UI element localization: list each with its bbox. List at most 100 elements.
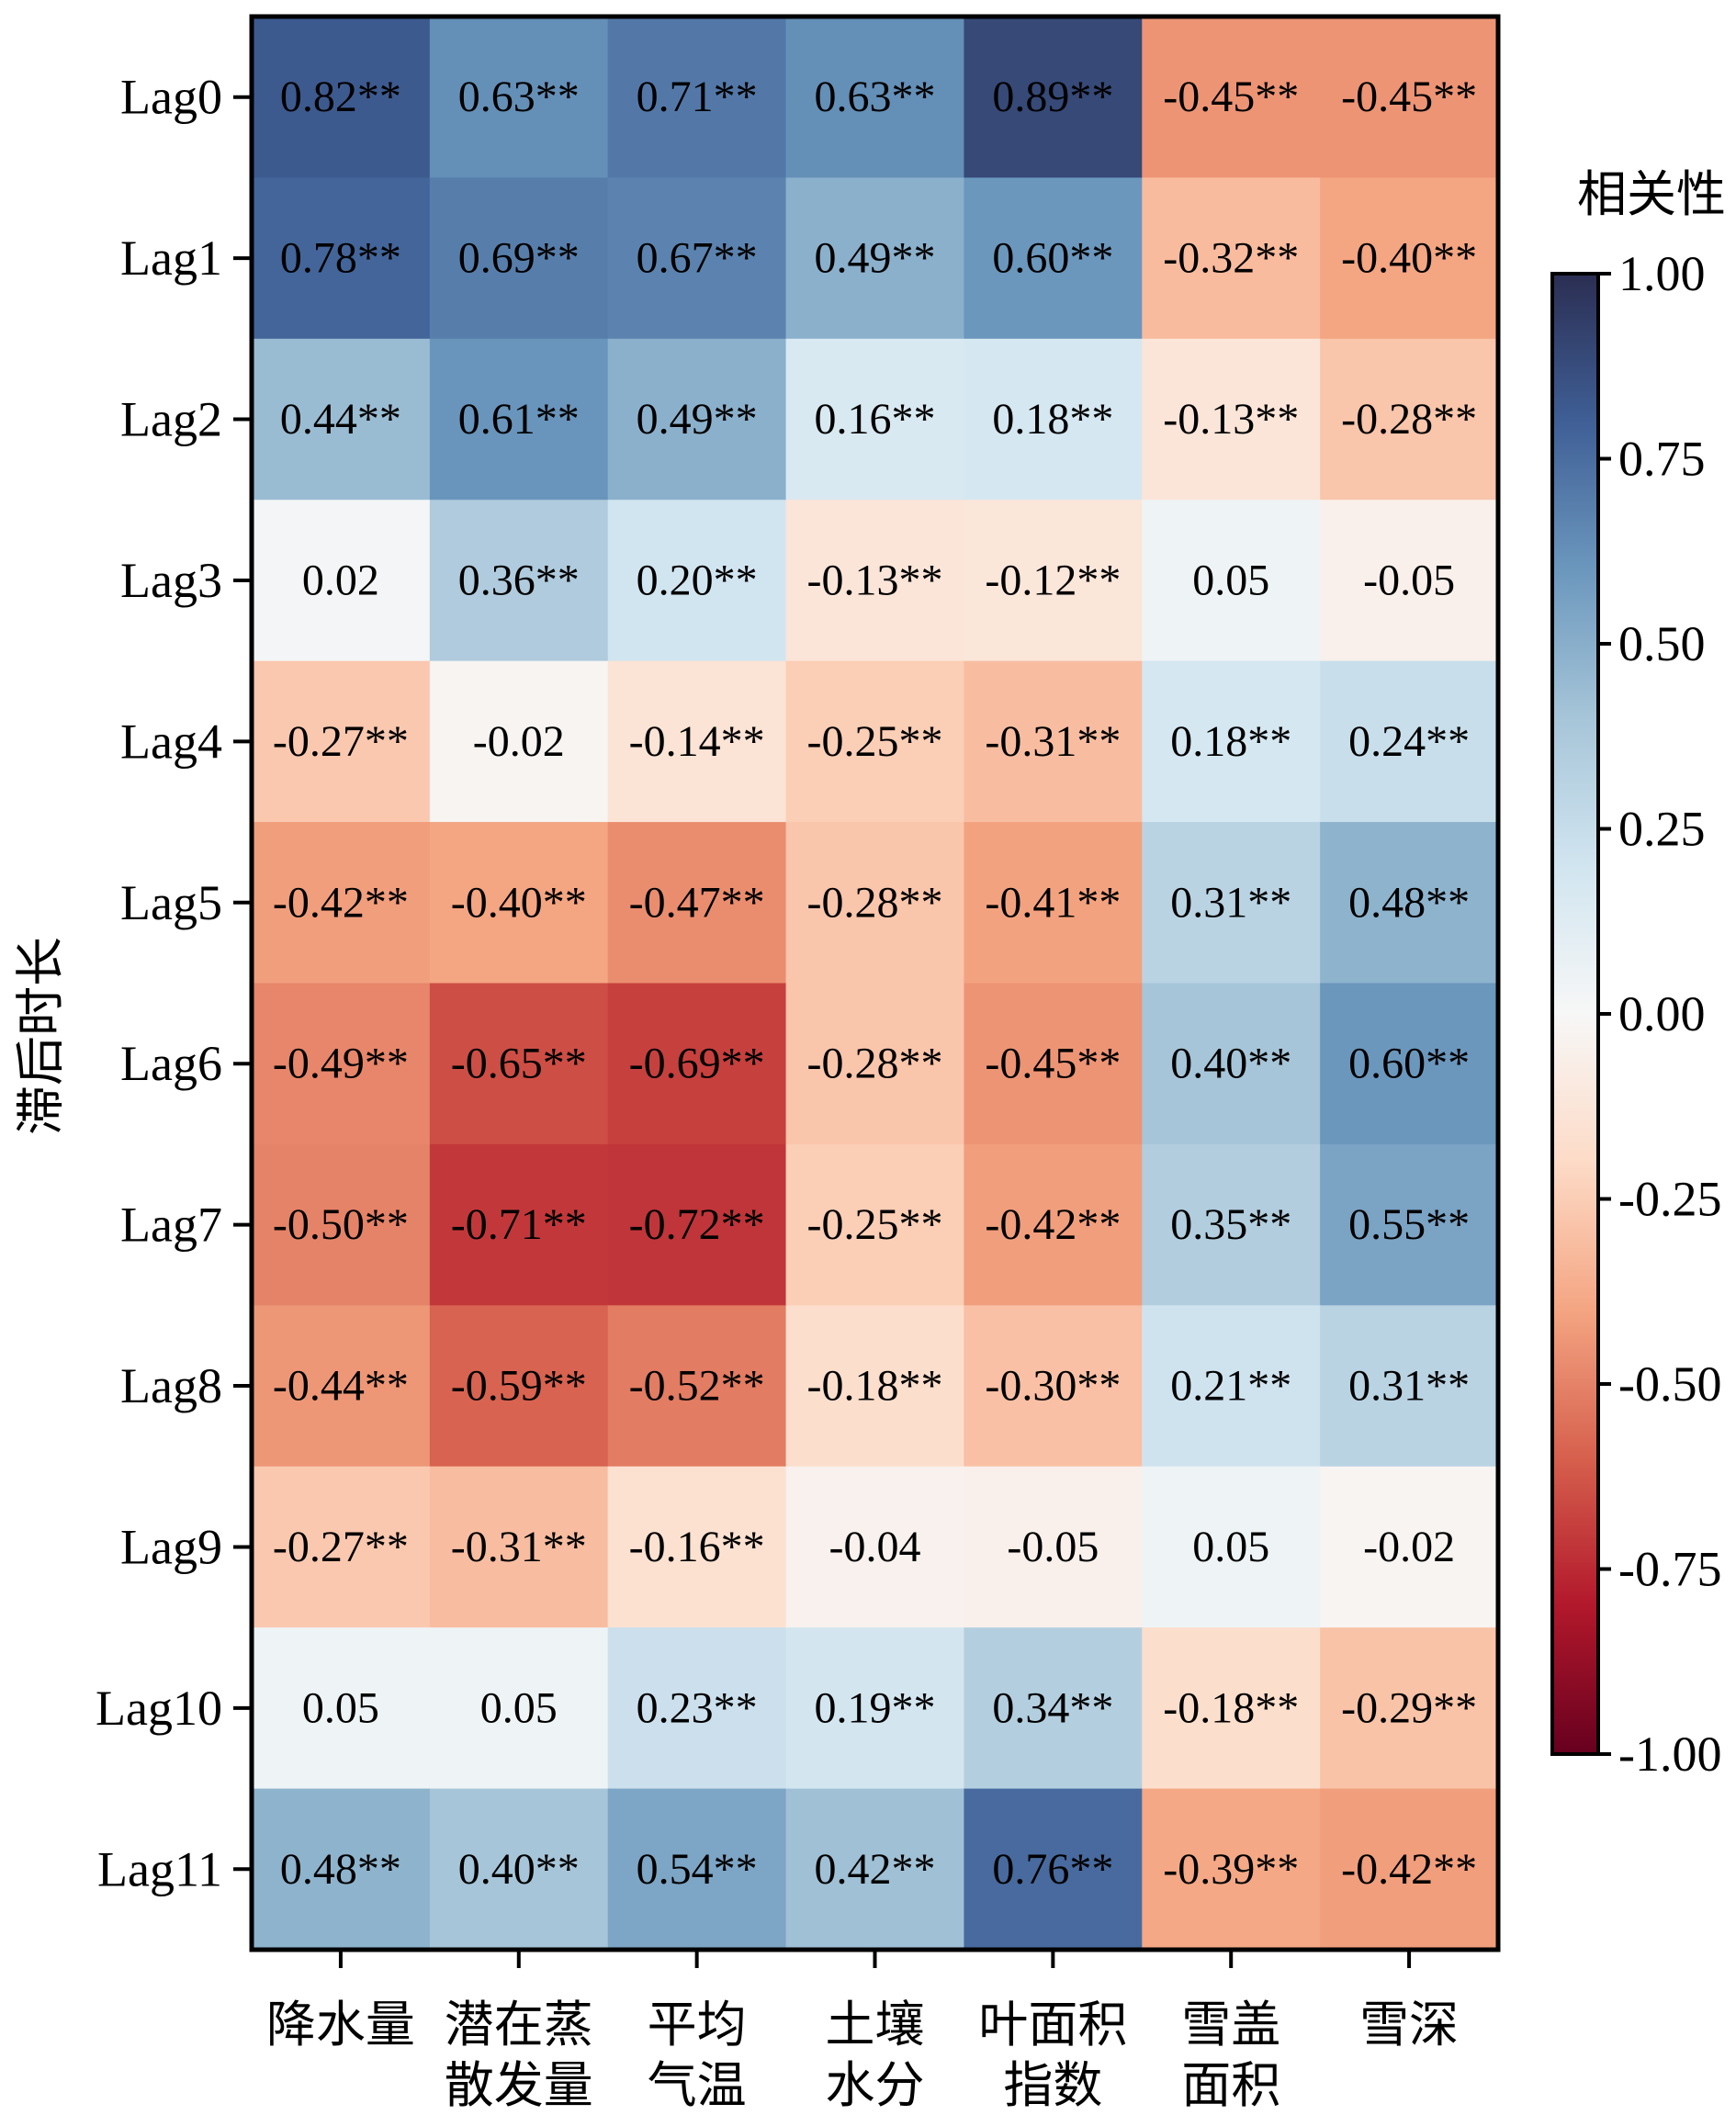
x-tick-label: 平均	[648, 1996, 747, 2053]
heatmap-cell	[252, 822, 431, 984]
cell-value-label: 0.02	[302, 556, 379, 604]
x-tick-label: 降水量	[266, 1996, 415, 2053]
heatmap-cell	[1320, 1788, 1499, 1951]
heatmap-cell	[785, 1627, 965, 1790]
cell-value-label: 0.24**	[1348, 717, 1470, 766]
heatmap-cell	[429, 500, 609, 662]
heatmap-cell	[1320, 660, 1499, 823]
cell-value-label: 0.71**	[637, 73, 758, 121]
cell-value-label: 0.31**	[1170, 878, 1291, 927]
heatmap-cell	[785, 17, 965, 179]
cell-value-label: -0.31**	[985, 717, 1121, 766]
heatmap-cell	[607, 1305, 787, 1468]
cell-value-label: -0.04	[829, 1523, 921, 1571]
cell-value-label: -0.25**	[807, 1200, 943, 1249]
cell-value-label: 0.63**	[815, 73, 936, 121]
cell-value-label: -0.31**	[451, 1523, 587, 1571]
cell-value-label: -0.42**	[273, 878, 409, 927]
cell-value-label: 0.40**	[1170, 1040, 1291, 1088]
cell-value-label: -0.45**	[985, 1040, 1121, 1088]
heatmap-cell	[607, 1143, 787, 1306]
cell-value-label: 0.63**	[458, 73, 580, 121]
heatmap-cell	[252, 1143, 431, 1306]
cell-value-label: 0.78**	[280, 234, 401, 283]
cell-value-label: 0.69**	[458, 234, 580, 283]
cell-value-label: -0.52**	[629, 1362, 765, 1411]
cell-value-label: -0.32**	[1163, 234, 1299, 283]
heatmap-cell	[429, 1466, 609, 1628]
heatmap-cell	[252, 177, 431, 340]
heatmap-cell	[964, 983, 1143, 1145]
heatmap-cell	[252, 500, 431, 662]
cell-value-label: -0.05	[1363, 556, 1455, 604]
heatmap-cell	[1320, 1143, 1499, 1306]
heatmap-cell	[429, 660, 609, 823]
cell-value-label: -0.50**	[273, 1200, 409, 1249]
heatmap-cell	[1320, 1627, 1499, 1790]
cell-value-label: -0.45**	[1163, 73, 1299, 121]
heatmap-cell	[429, 822, 609, 984]
heatmap-cell	[1320, 1466, 1499, 1628]
x-tick-label: 水分	[826, 2056, 925, 2114]
heatmap-cell	[1142, 822, 1321, 984]
cell-value-label: -0.05	[1007, 1523, 1099, 1571]
heatmap-cell	[1320, 17, 1499, 179]
heatmap-cell	[252, 338, 431, 501]
cell-value-label: 0.44**	[280, 395, 401, 444]
heatmap-cell	[964, 1627, 1143, 1790]
cell-value-label: -0.28**	[1341, 395, 1477, 444]
y-tick-label: Lag2	[120, 392, 222, 447]
heatmap-cell	[252, 983, 431, 1145]
x-tick-label: 雪盖	[1181, 1996, 1280, 2053]
colorbar-tick-label: 0.25	[1618, 802, 1706, 857]
heatmap-cell	[429, 983, 609, 1145]
cell-value-label: 0.20**	[637, 556, 758, 604]
heatmap-cell	[964, 500, 1143, 662]
x-tick-label: 面积	[1181, 2056, 1280, 2114]
heatmap-cell	[607, 17, 787, 179]
x-tick-label: 雪深	[1359, 1996, 1459, 2053]
heatmap-cell	[964, 17, 1143, 179]
colorbar-tick-label: 0.00	[1618, 986, 1706, 1041]
cell-value-label: 0.36**	[458, 556, 580, 604]
cell-value-label: -0.28**	[807, 878, 943, 927]
heatmap-cell	[429, 338, 609, 501]
y-tick-label: Lag3	[120, 553, 222, 608]
heatmap-cell	[785, 177, 965, 340]
heatmap-cell	[607, 500, 787, 662]
cell-value-label: 0.49**	[637, 395, 758, 444]
cell-value-label: 0.48**	[1348, 878, 1470, 927]
heatmap-cell	[1320, 983, 1499, 1145]
y-tick-label: Lag1	[120, 231, 222, 286]
colorbar	[1550, 272, 1600, 1756]
heatmap-cell	[1142, 983, 1321, 1145]
cell-value-label: -0.16**	[629, 1523, 765, 1571]
heatmap-cell	[1320, 338, 1499, 501]
cell-value-label: -0.13**	[807, 556, 943, 604]
heatmap-cell	[1142, 1305, 1321, 1468]
cell-value-label: 0.05	[480, 1683, 558, 1732]
heatmap-cell	[429, 1305, 609, 1468]
x-tick-label: 气温	[648, 2056, 747, 2114]
y-tick-label: Lag10	[96, 1681, 222, 1736]
heatmap-cell	[785, 1788, 965, 1951]
heatmap-cell	[1142, 338, 1321, 501]
cell-value-label: -0.18**	[807, 1362, 943, 1411]
heatmap-cell	[1142, 177, 1321, 340]
cell-value-label: 0.05	[302, 1683, 379, 1732]
heatmap-cell	[429, 1143, 609, 1306]
heatmap-cell	[785, 338, 965, 501]
y-axis-label: 滞后时长	[12, 937, 70, 1135]
cell-value-label: -0.18**	[1163, 1683, 1299, 1732]
cell-value-label: -0.39**	[1163, 1845, 1299, 1894]
colorbar-ticks: 1.00 0.75 0.50 0.25 0.00 -0.25 -0.50 -0.75 -1.00	[1598, 246, 1721, 1782]
heatmap-cell	[1320, 500, 1499, 662]
cell-value-label: 0.23**	[637, 1683, 758, 1732]
x-tick-label: 散发量	[445, 2056, 593, 2114]
cell-value-label: -0.02	[473, 717, 565, 766]
cell-value-label: 0.35**	[1170, 1200, 1291, 1249]
cell-value-label: 0.34**	[992, 1683, 1113, 1732]
heatmap-cell	[607, 1788, 787, 1951]
y-tick-label: Lag4	[120, 714, 222, 769]
